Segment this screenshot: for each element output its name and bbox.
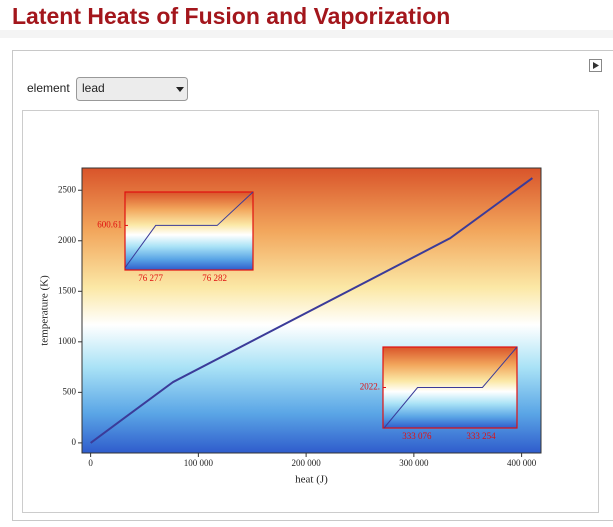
control-label: element [27,81,70,95]
y-tick-label: 500 [63,386,77,396]
x-tick-label: 333 076 [402,431,432,441]
y-tick-label: 600.61 [97,219,122,229]
x-tick-label: 333 254 [466,431,496,441]
y-tick-label: 2022. [360,382,380,392]
y-axis-label: temperature (K) [39,275,51,346]
x-tick-label: 76 282 [202,273,227,283]
y-tick-label: 2500 [58,184,77,194]
y-tick-label: 1000 [58,336,77,346]
y-tick-label: 0 [72,437,77,447]
x-tick-label: 400 000 [507,458,537,468]
y-tick-label: 1500 [58,285,77,295]
x-tick-label: 200 000 [291,458,321,468]
x-tick-label: 76 277 [138,273,163,283]
x-tick-label: 100 000 [184,458,214,468]
page-title: Latent Heats of Fusion and Vaporization [12,3,450,29]
x-tick-label: 0 [88,458,93,468]
y-tick-label: 2000 [58,235,77,245]
plot-background [125,192,253,270]
dropdown-value: lead [82,81,105,95]
x-axis-label: heat (J) [295,474,328,486]
title-shadow [0,30,613,38]
x-tick-label: 300 000 [399,458,429,468]
